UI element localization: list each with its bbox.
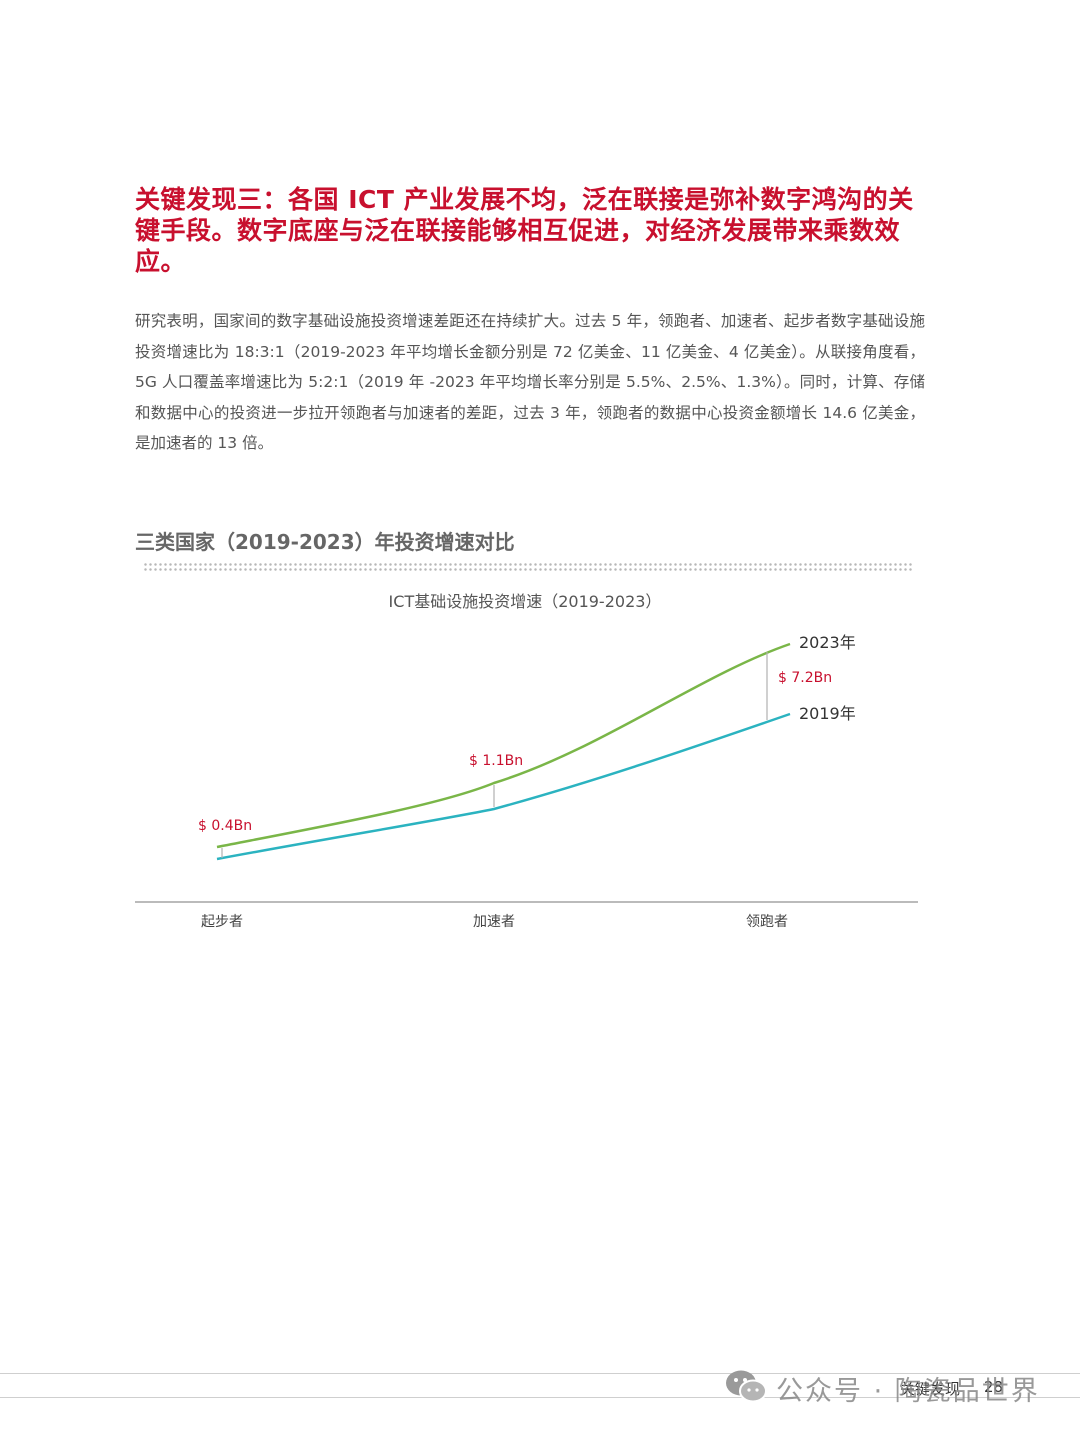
headline: 关键发现三：各国 ICT 产业发展不均，泛在联接是弥补数字鸿沟的关键手段。数字底… bbox=[135, 185, 914, 276]
gap-label-accelerator: $ 1.1Bn bbox=[469, 753, 523, 769]
series-label-2019: 2019年 bbox=[799, 704, 856, 723]
x-tick-accelerator: 加速者 bbox=[473, 914, 515, 930]
dotted-divider bbox=[143, 562, 913, 572]
footer-rule-bottom bbox=[0, 1397, 1080, 1398]
series-label-2023: 2023年 bbox=[799, 633, 856, 652]
x-tick-leader: 领跑者 bbox=[746, 914, 788, 930]
chart-title: ICT基础设施投资增速（2019-2023） bbox=[389, 592, 662, 611]
body-paragraph: 研究表明，国家间的数字基础设施投资增速差距还在持续扩大。过去 5 年，领跑者、加… bbox=[135, 312, 925, 452]
series-line-2019 bbox=[216, 712, 791, 861]
series-line-2023 bbox=[216, 642, 791, 849]
wechat-icon bbox=[726, 1370, 767, 1403]
x-tick-starter: 起步者 bbox=[201, 914, 243, 930]
gap-label-leader: $ 7.2Bn bbox=[778, 670, 832, 686]
page-number: 28 bbox=[984, 1378, 1004, 1396]
gap-label-starter: $ 0.4Bn bbox=[198, 818, 252, 834]
watermark: 公众号 · 陶瓷品世界 bbox=[776, 1376, 1040, 1407]
section-title: 三类国家（2019-2023）年投资增速对比 bbox=[135, 530, 515, 554]
investment-growth-chart: ICT基础设施投资增速（2019-2023） $ 0.4Bn $ 1.1Bn $… bbox=[135, 592, 918, 930]
footer-rule-top bbox=[0, 1373, 1080, 1374]
footer-section-label: 关键发现 bbox=[900, 1380, 961, 1398]
